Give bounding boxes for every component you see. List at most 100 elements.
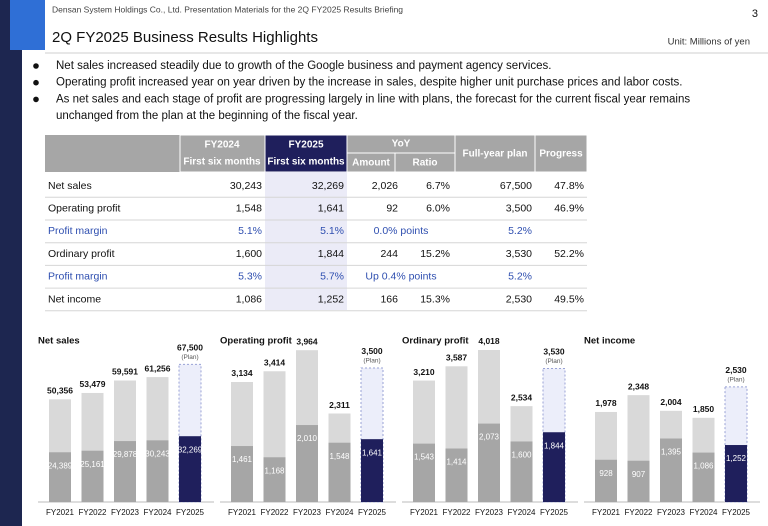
table-cell: 5.2%: [508, 225, 532, 237]
full-year-label: 3,500: [361, 346, 383, 356]
x-tick-label: FY2021: [410, 508, 439, 517]
table-cell: 52.2%: [554, 248, 584, 260]
header-text: FY2025: [288, 140, 323, 151]
x-tick-label: FY2024: [143, 508, 172, 517]
table-cell: 67,500: [500, 180, 532, 192]
header-text: Full-year plan: [462, 149, 527, 160]
company-line: Densan System Holdings Co., Ltd. Present…: [52, 4, 403, 14]
first-half-bar: [543, 432, 565, 502]
first-half-bar: [660, 438, 682, 502]
chart-title: Net income: [584, 336, 635, 347]
first-half-label: 1,168: [264, 466, 285, 475]
x-tick-label: FY2022: [442, 508, 471, 517]
first-half-label: 928: [599, 469, 613, 478]
bullet-text: Operating profit increased year on year …: [56, 77, 682, 89]
first-half-bar: [413, 443, 435, 502]
first-half-bar: [445, 448, 468, 502]
first-half-label: 1,548: [329, 452, 350, 461]
full-year-label: 1,978: [595, 398, 617, 408]
table-cell: 3,530: [506, 248, 532, 260]
table-cell: 6.7%: [426, 180, 450, 192]
full-year-label: 2,311: [329, 400, 350, 410]
header-cell: [534, 134, 588, 173]
x-tick-label: FY2025: [176, 508, 205, 517]
header-text: First six months: [183, 157, 261, 168]
full-year-label: 50,356: [47, 386, 73, 396]
header-cell: [45, 135, 180, 172]
plan-note: (Plan): [727, 377, 744, 384]
table-cell: Net income: [48, 293, 101, 305]
header-cell: [264, 134, 348, 173]
table-cell: 166: [380, 293, 398, 305]
plan-note: (Plan): [181, 354, 198, 361]
full-year-label: 2,348: [628, 381, 650, 391]
header-text: Amount: [352, 158, 390, 169]
table-cell: Net sales: [48, 180, 92, 192]
slide-title: 2Q FY2025 Business Results Highlights: [52, 29, 318, 46]
first-half-bar: [81, 450, 104, 502]
table-cell: Up 0.4% points: [365, 271, 436, 283]
first-half-label: 24,389: [48, 461, 73, 470]
table-cell: 15.3%: [420, 293, 450, 305]
chart-title: Ordinary profit: [402, 336, 469, 347]
first-half-bar: [725, 445, 747, 502]
full-year-label: 2,534: [511, 392, 533, 402]
table-cell: 5.7%: [320, 271, 344, 283]
first-half-label: 907: [632, 470, 646, 479]
table-cell: 30,243: [230, 180, 262, 192]
table-cell: 5.3%: [238, 271, 262, 283]
x-tick-label: FY2023: [475, 508, 504, 517]
first-half-bar: [595, 459, 617, 502]
header-text: Progress: [539, 149, 583, 160]
table-cell: 5.2%: [508, 271, 532, 283]
first-half-label: 1,461: [232, 455, 253, 464]
first-half-bar: [692, 452, 715, 502]
table-cell: 5.1%: [238, 225, 262, 237]
table-cell: Profit margin: [48, 271, 108, 283]
x-tick-label: FY2021: [46, 508, 75, 517]
x-tick-label: FY2022: [260, 508, 289, 517]
table-cell: 244: [380, 248, 398, 260]
x-tick-label: FY2022: [624, 508, 653, 517]
highlight-column: [265, 172, 347, 310]
full-year-label: 3,414: [264, 358, 286, 368]
first-half-label: 1,543: [414, 453, 435, 462]
first-half-bar: [296, 425, 318, 502]
x-tick-label: FY2021: [228, 508, 257, 517]
x-tick-label: FY2021: [592, 508, 621, 517]
x-tick-label: FY2023: [111, 508, 140, 517]
first-half-label: 1,600: [511, 451, 532, 460]
full-year-label: 3,587: [446, 353, 468, 363]
full-year-label: 67,500: [177, 343, 203, 353]
full-year-label: 61,256: [145, 363, 171, 373]
chart-title: Net sales: [38, 336, 80, 347]
plan-note: (Plan): [545, 358, 562, 365]
table-cell: Operating profit: [48, 202, 120, 214]
full-year-label: 3,964: [296, 336, 318, 346]
first-half-label: 1,252: [726, 454, 747, 463]
x-tick-label: FY2024: [325, 508, 354, 517]
table-cell: 1,600: [236, 248, 262, 260]
first-half-label: 1,086: [693, 462, 714, 471]
plan-note: (Plan): [363, 358, 380, 365]
table-cell: 1,844: [318, 248, 344, 260]
first-half-bar: [146, 440, 169, 502]
first-half-label: 1,414: [446, 458, 467, 467]
full-year-label: 3,210: [413, 367, 435, 377]
table-cell: 49.5%: [554, 293, 584, 305]
bullet-dot: [33, 63, 39, 69]
table-cell: 1,641: [318, 202, 344, 214]
table-cell: 15.2%: [420, 248, 450, 260]
full-year-label: 59,591: [112, 367, 138, 377]
first-half-label: 29,878: [113, 450, 138, 459]
header-text: YoY: [392, 139, 411, 150]
first-half-bar: [328, 442, 351, 502]
table-cell: 0.0% points: [374, 225, 429, 237]
full-year-label: 3,530: [543, 347, 565, 357]
first-half-label: 1,395: [661, 448, 682, 457]
table-cell: 3,500: [506, 202, 532, 214]
x-tick-label: FY2023: [293, 508, 322, 517]
first-half-label: 32,269: [178, 445, 203, 454]
full-year-label: 1,850: [693, 404, 715, 414]
